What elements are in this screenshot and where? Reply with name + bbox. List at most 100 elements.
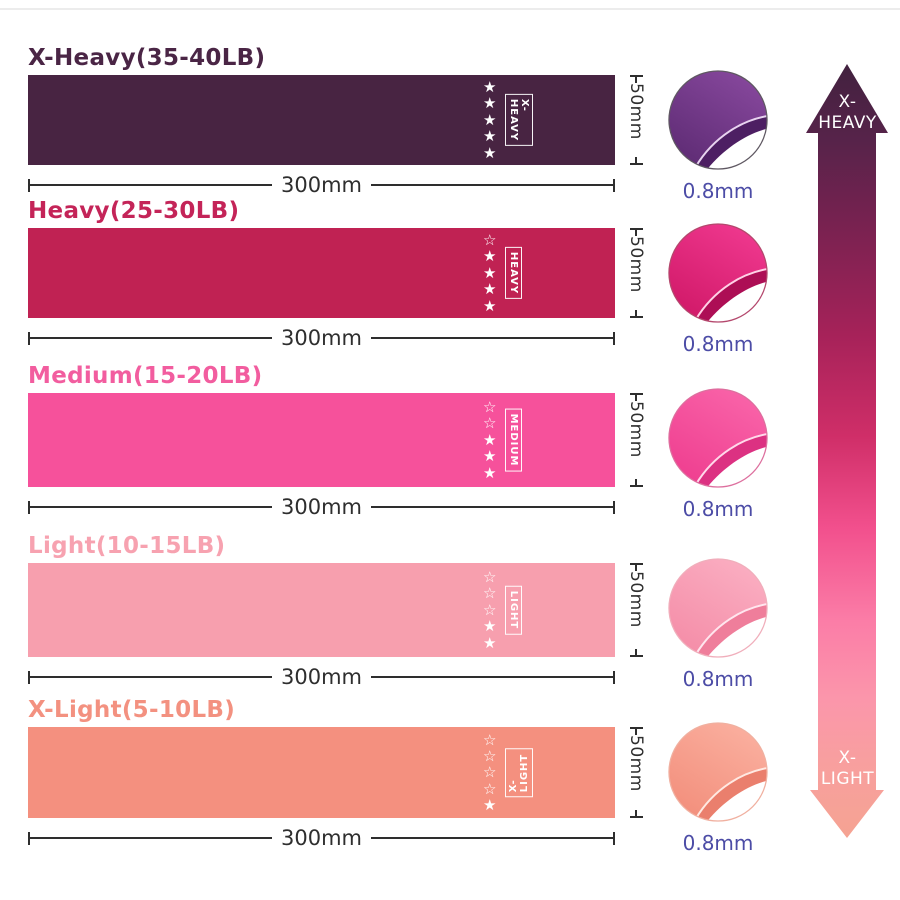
photo-ring (668, 70, 768, 170)
height-dimension: 50mm (618, 393, 654, 487)
photo-ring (668, 388, 768, 488)
dimension-line (371, 506, 613, 508)
star-icon: ☆ (483, 230, 497, 249)
dimension-tick (629, 393, 643, 395)
star-rating: ☆ ☆ ★ ★ ★ (483, 399, 496, 481)
band-rectangle: ☆ ★ ★ ★ ★ HEAVY (28, 228, 615, 318)
band-fold-underside (696, 267, 768, 323)
star-icon: ★ (483, 127, 497, 146)
dimension-stem (635, 77, 637, 83)
dimension-line (30, 337, 272, 339)
height-dimension-label: 50mm (626, 571, 646, 628)
height-dimension: 50mm (618, 75, 654, 165)
band-rectangle: ☆ ☆ ☆ ★ ★ LIGHT (28, 563, 615, 657)
strength-gradient-arrow (806, 64, 888, 838)
width-dimension: 300mm (28, 495, 615, 519)
dimension-tick (28, 831, 30, 845)
star-icon: ★ (483, 143, 497, 162)
dimension-tick (629, 485, 643, 487)
dimension-stem (635, 395, 637, 401)
band-name-tag: X-HEAVY (505, 93, 533, 147)
band-name-tag: HEAVY (505, 246, 522, 300)
band-rectangle: ☆ ☆ ☆ ☆ ★ X-LIGHT (28, 727, 615, 818)
thickness-label: 0.8mm (682, 179, 754, 203)
star-icon: ☆ (483, 584, 497, 603)
dimension-stem (635, 157, 637, 163)
band-rectangle: ★ ★ ★ ★ ★ X-HEAVY (28, 75, 615, 165)
dimension-tick (28, 670, 30, 684)
star-icon: ☆ (483, 730, 497, 749)
dimension-tick (629, 563, 643, 565)
star-icon: ★ (483, 296, 497, 315)
thickness-photo (668, 558, 768, 658)
star-icon: ★ (483, 796, 497, 815)
band-fold-face (668, 558, 768, 658)
dimension-line (371, 184, 613, 186)
thickness-label: 0.8mm (682, 667, 754, 691)
star-icon: ☆ (483, 763, 497, 782)
band-fold-underside (696, 602, 768, 658)
photo-ring (668, 223, 768, 323)
dimension-tick (629, 316, 643, 318)
arrow-label-x-heavy: X- HEAVY (818, 92, 877, 133)
star-rating: ☆ ☆ ☆ ★ ★ (483, 569, 496, 651)
thickness-photo (668, 722, 768, 822)
height-dimension-label: 50mm (626, 401, 646, 458)
dimension-line (371, 337, 613, 339)
thickness-label: 0.8mm (682, 497, 754, 521)
band-name-tag: LIGHT (505, 585, 522, 635)
dimension-tick (613, 178, 615, 192)
star-icon: ★ (483, 463, 497, 482)
dimension-line (30, 837, 272, 839)
width-dimension-label: 300mm (281, 326, 362, 350)
width-dimension-label: 300mm (281, 495, 362, 519)
thickness-photo (668, 223, 768, 323)
band-title: Light(10-15LB) (28, 533, 226, 559)
photo-ring (668, 722, 768, 822)
star-icon: ★ (483, 280, 497, 299)
band-fold-underside (696, 114, 768, 170)
thickness-label: 0.8mm (682, 831, 754, 855)
star-icon: ★ (483, 617, 497, 636)
dimension-stem (635, 810, 637, 816)
band-fold-edge-highlight (694, 766, 768, 820)
height-dimension: 50mm (618, 563, 654, 657)
star-icon: ☆ (483, 779, 497, 798)
thickness-label: 0.8mm (682, 332, 754, 356)
star-icon: ☆ (483, 746, 497, 765)
dimension-tick (629, 163, 643, 165)
dimension-stem (635, 310, 637, 316)
width-dimension: 300mm (28, 665, 615, 689)
width-dimension-label: 300mm (281, 173, 362, 197)
dimension-tick (613, 500, 615, 514)
dimension-tick (613, 331, 615, 345)
dimension-tick (629, 655, 643, 657)
height-dimension-label: 50mm (626, 735, 646, 792)
band-fold-underside (696, 766, 768, 822)
dimension-tick (613, 670, 615, 684)
dimension-tick (28, 500, 30, 514)
dimension-tick (629, 727, 643, 729)
dimension-stem (635, 565, 637, 571)
star-icon: ★ (483, 77, 497, 96)
band-fold-face (668, 722, 768, 822)
dimension-line (371, 676, 613, 678)
arrow-label-x-light: X- LIGHT (820, 748, 875, 789)
top-divider (0, 8, 900, 10)
height-dimension-label: 50mm (626, 83, 646, 140)
width-dimension: 300mm (28, 326, 615, 350)
dimension-stem (635, 649, 637, 655)
band-fold-edge-highlight (694, 602, 768, 656)
star-icon: ☆ (483, 414, 497, 433)
dimension-line (30, 184, 272, 186)
band-fold-edge-highlight (694, 432, 768, 486)
band-fold-underside (696, 432, 768, 488)
star-icon: ☆ (483, 567, 497, 586)
dimension-tick (629, 228, 643, 230)
band-fold-face (668, 388, 768, 488)
double-arrow-shape (806, 64, 888, 838)
band-name-tag: MEDIUM (505, 408, 522, 472)
star-rating: ★ ★ ★ ★ ★ (483, 79, 496, 161)
height-dimension: 50mm (618, 727, 654, 818)
